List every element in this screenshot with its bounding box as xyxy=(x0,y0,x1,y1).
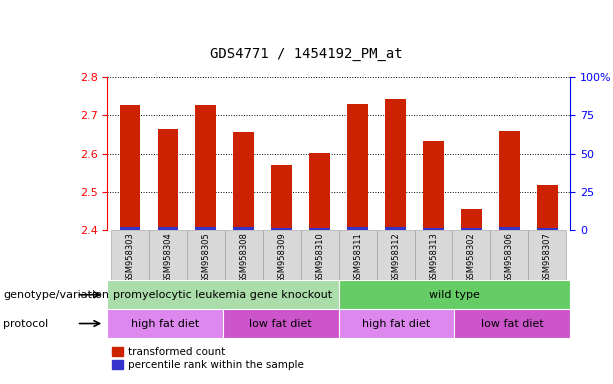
Text: GSM958308: GSM958308 xyxy=(239,232,248,283)
Bar xyxy=(107,280,338,309)
Bar xyxy=(499,227,520,230)
Bar xyxy=(149,230,187,280)
Text: low fat diet: low fat diet xyxy=(249,318,312,329)
Bar xyxy=(107,309,223,338)
Text: GSM958307: GSM958307 xyxy=(543,232,552,283)
Bar xyxy=(528,230,566,280)
Text: GSM958313: GSM958313 xyxy=(429,232,438,283)
Text: promyelocytic leukemia gene knockout: promyelocytic leukemia gene knockout xyxy=(113,290,332,300)
Bar xyxy=(490,230,528,280)
Text: genotype/variation: genotype/variation xyxy=(3,290,109,300)
Bar xyxy=(376,230,414,280)
Bar xyxy=(196,227,216,230)
Bar xyxy=(272,228,292,230)
Bar xyxy=(338,280,570,309)
Bar xyxy=(120,227,140,230)
Text: GSM958305: GSM958305 xyxy=(202,232,210,283)
Text: GSM958310: GSM958310 xyxy=(315,232,324,283)
Text: GSM958302: GSM958302 xyxy=(467,232,476,283)
Bar xyxy=(385,99,406,230)
Text: low fat diet: low fat diet xyxy=(481,318,544,329)
Bar xyxy=(272,165,292,230)
Text: GSM958306: GSM958306 xyxy=(505,232,514,283)
Text: high fat diet: high fat diet xyxy=(131,318,199,329)
Bar xyxy=(347,227,368,230)
Bar xyxy=(310,228,330,230)
Bar xyxy=(158,227,178,230)
Bar xyxy=(187,230,225,280)
Bar xyxy=(196,105,216,230)
Text: high fat diet: high fat diet xyxy=(362,318,431,329)
Text: GSM958312: GSM958312 xyxy=(391,232,400,283)
Bar xyxy=(461,228,482,230)
Bar xyxy=(338,230,376,280)
Bar xyxy=(385,227,406,230)
Text: GSM958311: GSM958311 xyxy=(353,232,362,283)
Bar xyxy=(338,309,454,338)
Text: GDS4771 / 1454192_PM_at: GDS4771 / 1454192_PM_at xyxy=(210,48,403,61)
Text: protocol: protocol xyxy=(3,318,48,329)
Bar xyxy=(423,228,444,230)
Bar xyxy=(301,230,338,280)
Bar xyxy=(120,105,140,230)
Text: wild type: wild type xyxy=(429,290,480,300)
Bar xyxy=(347,104,368,230)
Bar xyxy=(234,227,254,230)
Legend: transformed count, percentile rank within the sample: transformed count, percentile rank withi… xyxy=(112,347,304,370)
Bar xyxy=(414,230,452,280)
Bar xyxy=(223,309,338,338)
Bar xyxy=(537,185,558,230)
Bar xyxy=(263,230,301,280)
Bar xyxy=(461,209,482,230)
Bar xyxy=(454,309,570,338)
Bar xyxy=(423,141,444,230)
Bar xyxy=(225,230,263,280)
Bar xyxy=(234,132,254,230)
Text: GSM958304: GSM958304 xyxy=(164,232,172,283)
Bar xyxy=(111,230,149,280)
Text: GSM958303: GSM958303 xyxy=(126,232,134,283)
Bar xyxy=(310,153,330,230)
Bar xyxy=(452,230,490,280)
Bar xyxy=(158,129,178,230)
Text: GSM958309: GSM958309 xyxy=(277,232,286,283)
Bar xyxy=(537,228,558,230)
Bar xyxy=(499,131,520,230)
